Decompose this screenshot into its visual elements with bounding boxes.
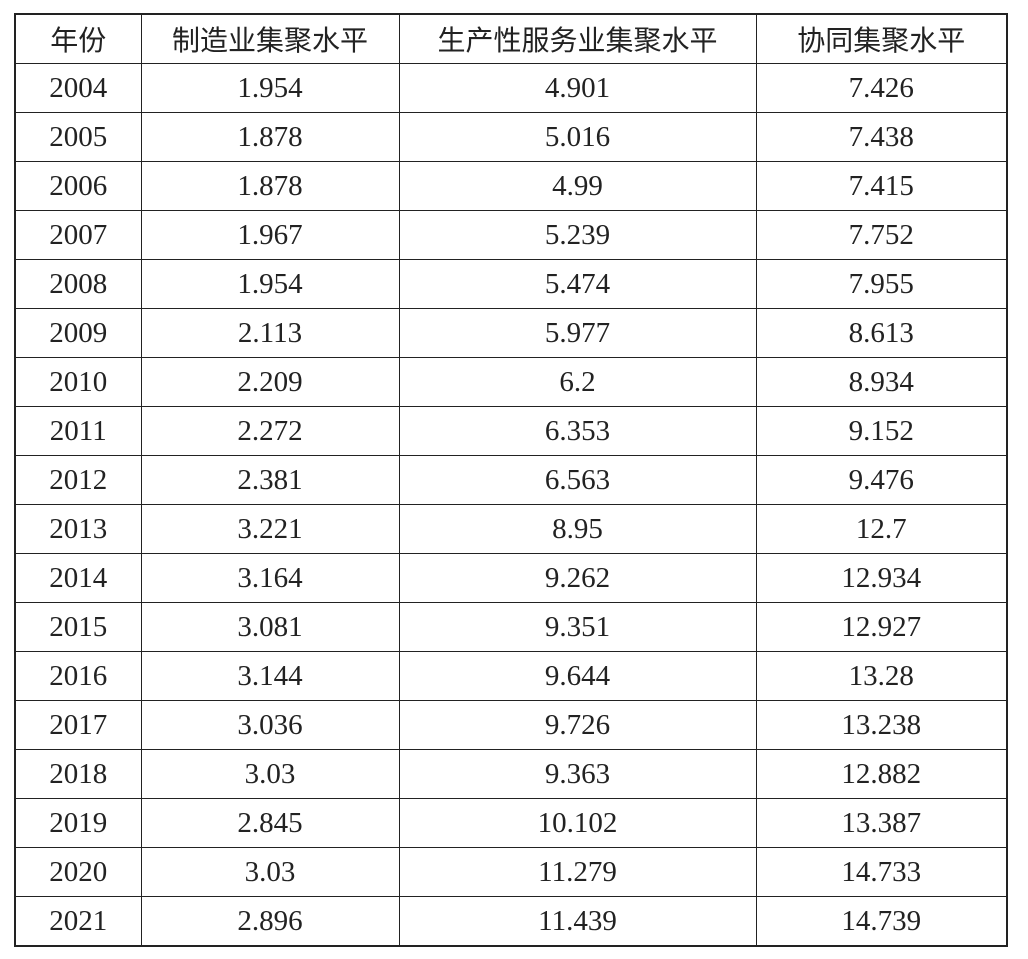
table-row: 2007 1.967 5.239 7.752 bbox=[14, 210, 1008, 260]
table-row: 2004 1.954 4.901 7.426 bbox=[14, 63, 1008, 113]
table-cell: 1.954 bbox=[140, 259, 400, 309]
table-cell: 3.03 bbox=[140, 749, 400, 799]
table-cell: 8.95 bbox=[398, 504, 757, 554]
table-cell: 2005 bbox=[14, 112, 142, 162]
table-row: 2019 2.845 10.102 13.387 bbox=[14, 798, 1008, 848]
table-cell: 1.878 bbox=[140, 161, 400, 211]
table-cell: 2020 bbox=[14, 847, 142, 897]
table-cell: 6.2 bbox=[398, 357, 757, 407]
table-row: 2011 2.272 6.353 9.152 bbox=[14, 406, 1008, 456]
table-cell: 13.238 bbox=[755, 700, 1008, 750]
table-cell: 4.901 bbox=[398, 63, 757, 113]
table-cell: 3.036 bbox=[140, 700, 400, 750]
table-cell: 2011 bbox=[14, 406, 142, 456]
table-cell: 1.878 bbox=[140, 112, 400, 162]
header-cell: 年份 bbox=[14, 13, 142, 64]
table-cell: 2009 bbox=[14, 308, 142, 358]
table-cell: 5.239 bbox=[398, 210, 757, 260]
table-cell: 9.726 bbox=[398, 700, 757, 750]
table-cell: 2017 bbox=[14, 700, 142, 750]
table-cell: 2012 bbox=[14, 455, 142, 505]
table-cell: 8.613 bbox=[755, 308, 1008, 358]
table-cell: 14.739 bbox=[755, 896, 1008, 947]
table-cell: 5.977 bbox=[398, 308, 757, 358]
table-cell: 7.955 bbox=[755, 259, 1008, 309]
table-cell: 5.016 bbox=[398, 112, 757, 162]
table-cell: 2.209 bbox=[140, 357, 400, 407]
table-cell: 2010 bbox=[14, 357, 142, 407]
table-cell: 12.7 bbox=[755, 504, 1008, 554]
header-row: 年份 制造业集聚水平 生产性服务业集聚水平 协同集聚水平 bbox=[14, 13, 1008, 64]
table-cell: 13.28 bbox=[755, 651, 1008, 701]
table-cell: 2.272 bbox=[140, 406, 400, 456]
table-cell: 1.954 bbox=[140, 63, 400, 113]
table-row: 2009 2.113 5.977 8.613 bbox=[14, 308, 1008, 358]
table-cell: 6.563 bbox=[398, 455, 757, 505]
table-row: 2020 3.03 11.279 14.733 bbox=[14, 847, 1008, 897]
table-cell: 2007 bbox=[14, 210, 142, 260]
table-cell: 2015 bbox=[14, 602, 142, 652]
table-cell: 9.363 bbox=[398, 749, 757, 799]
table-cell: 7.415 bbox=[755, 161, 1008, 211]
table-cell: 2021 bbox=[14, 896, 142, 947]
table-row: 2005 1.878 5.016 7.438 bbox=[14, 112, 1008, 162]
table-cell: 2014 bbox=[14, 553, 142, 603]
table-row: 2018 3.03 9.363 12.882 bbox=[14, 749, 1008, 799]
table-cell: 3.144 bbox=[140, 651, 400, 701]
table-cell: 9.262 bbox=[398, 553, 757, 603]
table-cell: 6.353 bbox=[398, 406, 757, 456]
data-table: 年份 制造业集聚水平 生产性服务业集聚水平 协同集聚水平 2004 1.954 4.901… bbox=[14, 13, 1008, 947]
table-cell: 2.381 bbox=[140, 455, 400, 505]
table-row: 2016 3.144 9.644 13.28 bbox=[14, 651, 1008, 701]
table-cell: 2.896 bbox=[140, 896, 400, 947]
table-cell: 3.081 bbox=[140, 602, 400, 652]
table-row: 2010 2.209 6.2 8.934 bbox=[14, 357, 1008, 407]
table-cell: 1.967 bbox=[140, 210, 400, 260]
table-cell: 9.152 bbox=[755, 406, 1008, 456]
table-cell: 7.752 bbox=[755, 210, 1008, 260]
table-cell: 2006 bbox=[14, 161, 142, 211]
table-cell: 11.279 bbox=[398, 847, 757, 897]
table-cell: 4.99 bbox=[398, 161, 757, 211]
table-cell: 2018 bbox=[14, 749, 142, 799]
table-cell: 2004 bbox=[14, 63, 142, 113]
table-cell: 3.164 bbox=[140, 553, 400, 603]
table-cell: 2.113 bbox=[140, 308, 400, 358]
table-row: 2012 2.381 6.563 9.476 bbox=[14, 455, 1008, 505]
table-row: 2015 3.081 9.351 12.927 bbox=[14, 602, 1008, 652]
table-cell: 3.03 bbox=[140, 847, 400, 897]
table-cell: 9.476 bbox=[755, 455, 1008, 505]
table-cell: 12.934 bbox=[755, 553, 1008, 603]
table-cell: 2016 bbox=[14, 651, 142, 701]
table-row: 2008 1.954 5.474 7.955 bbox=[14, 259, 1008, 309]
header-cell: 制造业集聚水平 bbox=[140, 13, 400, 64]
table-cell: 9.644 bbox=[398, 651, 757, 701]
table-cell: 7.426 bbox=[755, 63, 1008, 113]
table-cell: 11.439 bbox=[398, 896, 757, 947]
table-cell: 12.927 bbox=[755, 602, 1008, 652]
table-cell: 2008 bbox=[14, 259, 142, 309]
table-row: 2021 2.896 11.439 14.739 bbox=[14, 896, 1008, 947]
table-cell: 5.474 bbox=[398, 259, 757, 309]
table-row: 2006 1.878 4.99 7.415 bbox=[14, 161, 1008, 211]
header-cell: 生产性服务业集聚水平 bbox=[398, 13, 757, 64]
table-row: 2017 3.036 9.726 13.238 bbox=[14, 700, 1008, 750]
table-row: 2014 3.164 9.262 12.934 bbox=[14, 553, 1008, 603]
table-cell: 2.845 bbox=[140, 798, 400, 848]
table-cell: 2013 bbox=[14, 504, 142, 554]
table-cell: 8.934 bbox=[755, 357, 1008, 407]
table-cell: 2019 bbox=[14, 798, 142, 848]
table-cell: 14.733 bbox=[755, 847, 1008, 897]
table-cell: 9.351 bbox=[398, 602, 757, 652]
table-cell: 13.387 bbox=[755, 798, 1008, 848]
table-cell: 12.882 bbox=[755, 749, 1008, 799]
table-cell: 3.221 bbox=[140, 504, 400, 554]
table-cell: 7.438 bbox=[755, 112, 1008, 162]
table-row: 2013 3.221 8.95 12.7 bbox=[14, 504, 1008, 554]
table-cell: 10.102 bbox=[398, 798, 757, 848]
header-cell: 协同集聚水平 bbox=[755, 13, 1008, 64]
